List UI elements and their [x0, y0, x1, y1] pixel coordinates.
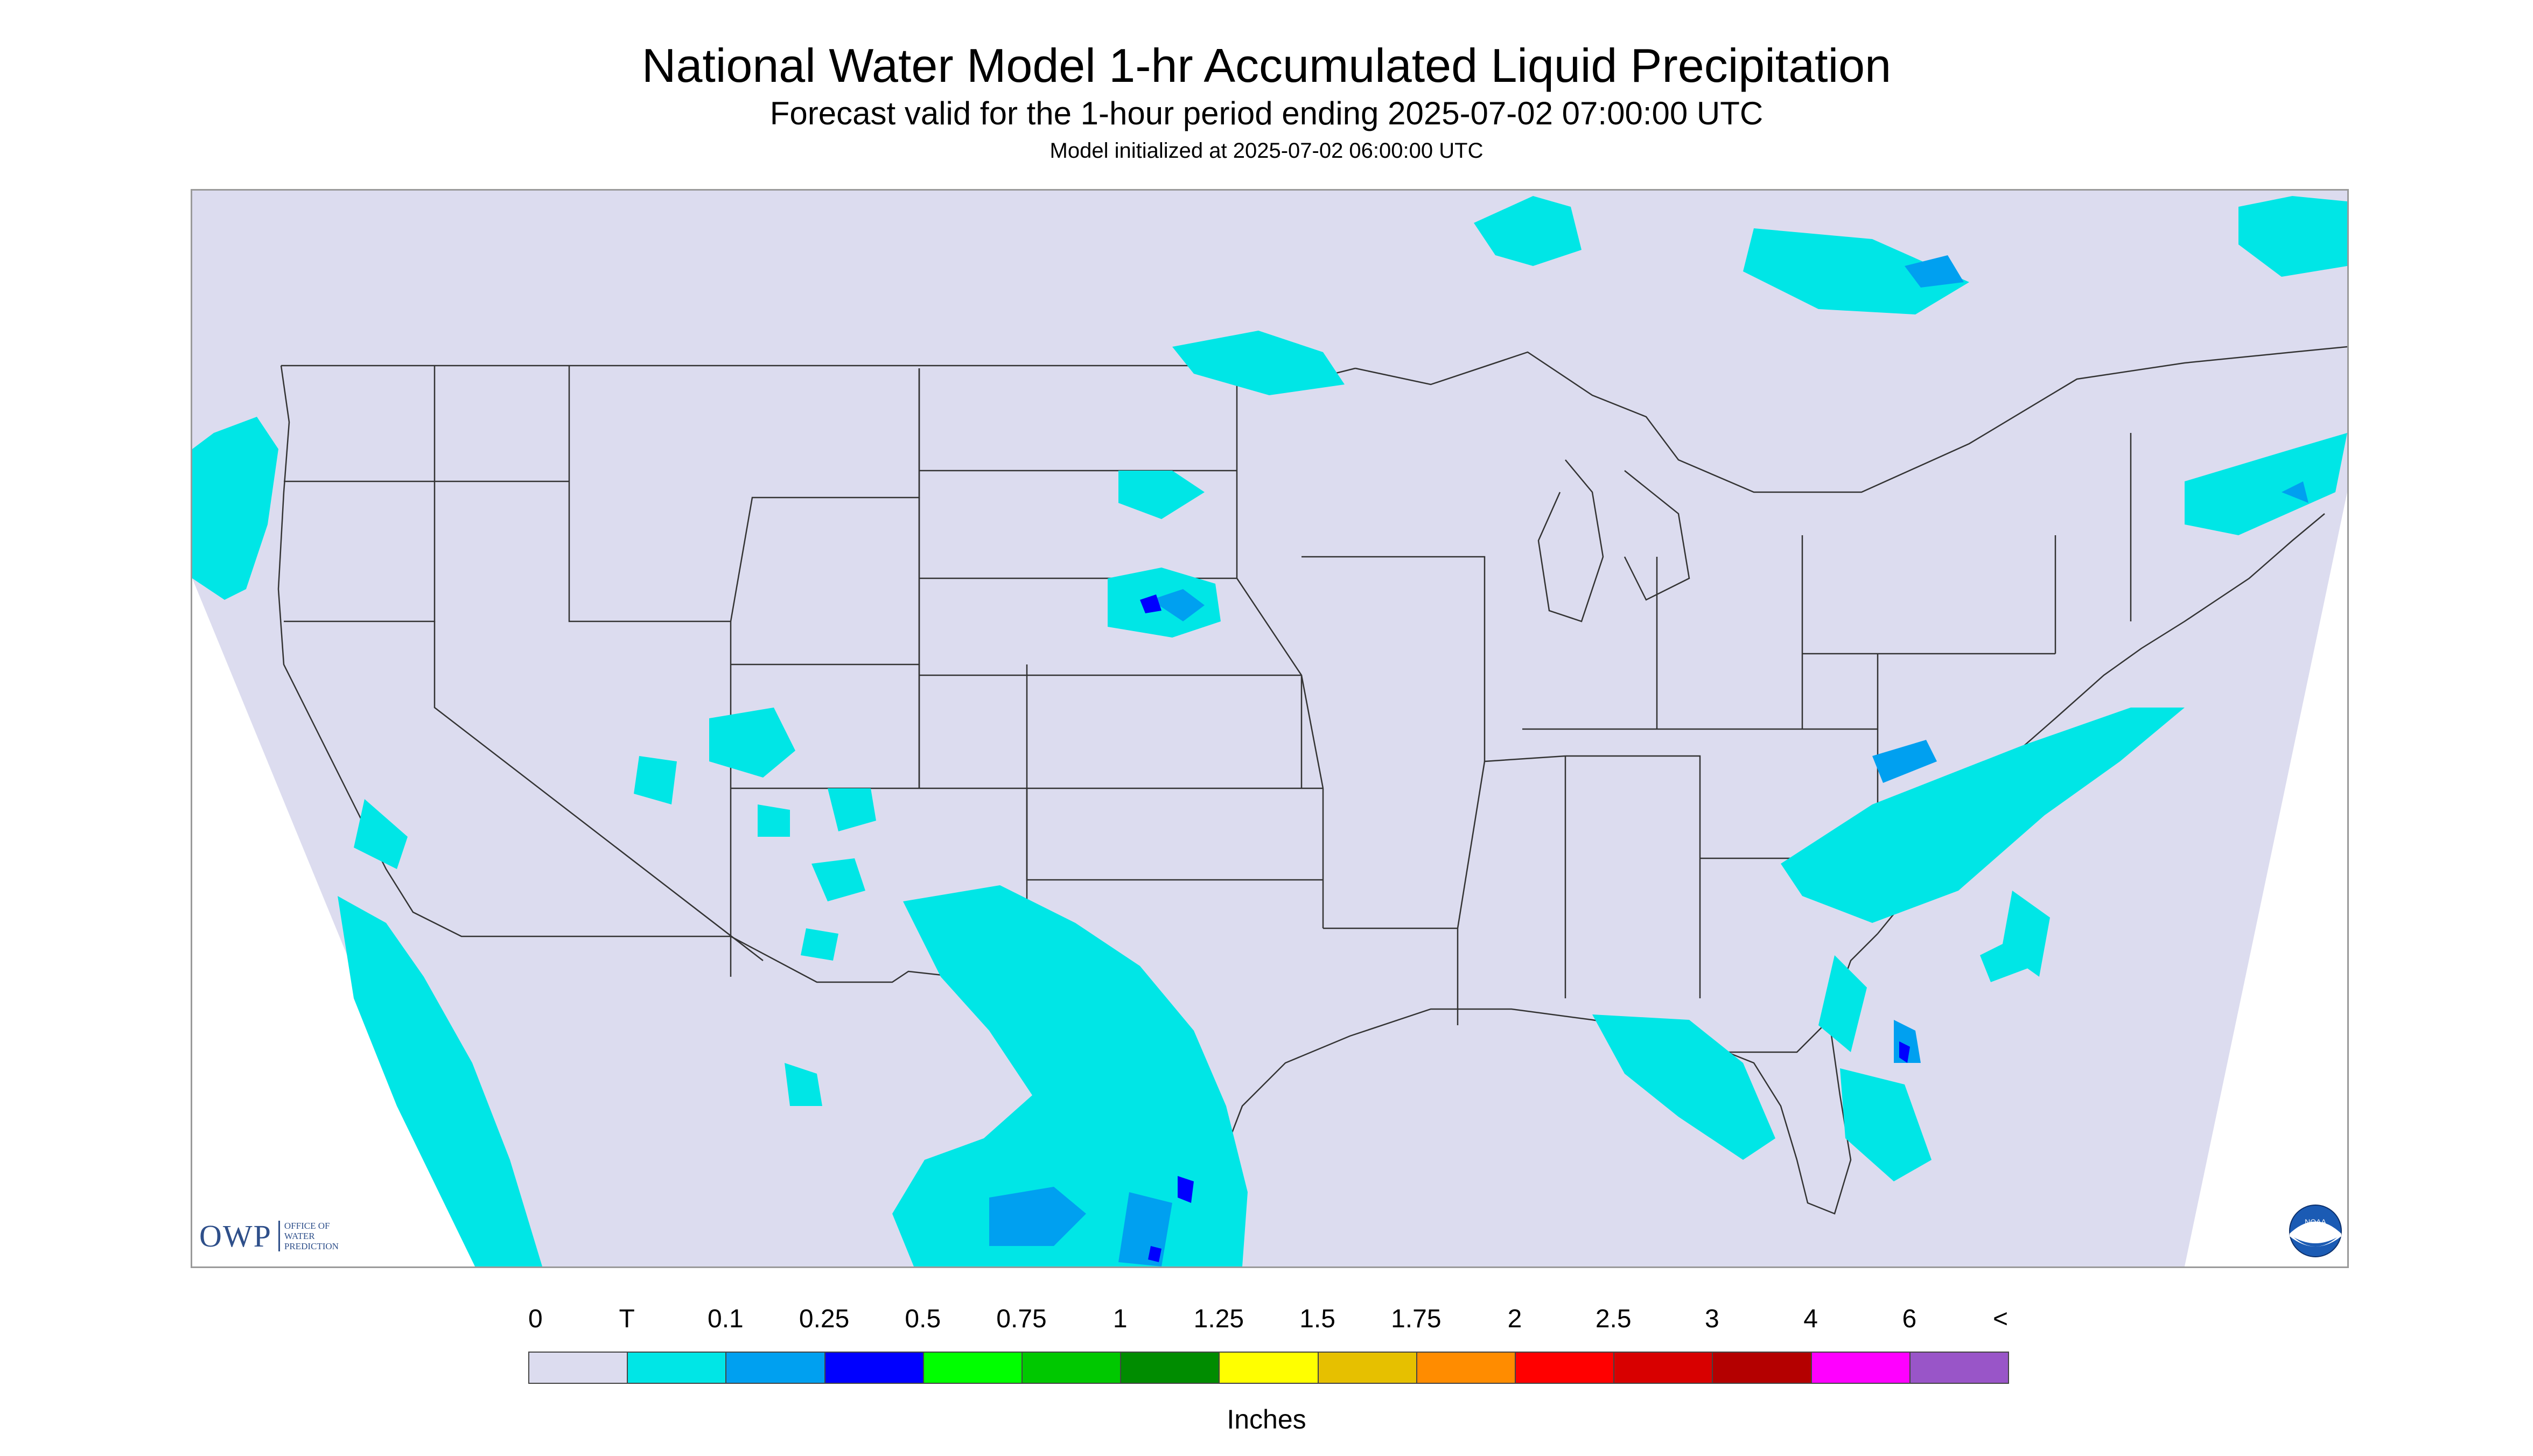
legend-swatch [627, 1352, 727, 1384]
legend-swatch [1613, 1352, 1713, 1384]
legend-swatch [1120, 1352, 1220, 1384]
legend-swatch [1712, 1352, 1812, 1384]
legend-swatch [725, 1352, 825, 1384]
legend-tick-label: 1 [1112, 1305, 1128, 1333]
legend-swatch [528, 1352, 628, 1384]
legend-tick-label: 0.5 [905, 1305, 941, 1333]
legend-swatch [1416, 1352, 1516, 1384]
legend-tick-label: 2 [1507, 1305, 1522, 1333]
model-domain [192, 191, 2347, 1266]
noaa-logo-text: NOAA [2305, 1217, 2326, 1226]
legend-swatch [1909, 1352, 2010, 1384]
legend-units: Inches [1227, 1404, 1306, 1434]
legend-tick-label: 3 [1705, 1305, 1719, 1333]
legend-tick-label: 0 [528, 1305, 543, 1333]
legend-swatch [1317, 1352, 1417, 1384]
legend-swatch [1219, 1352, 1319, 1384]
legend-tick-label: 6 [1902, 1305, 1917, 1333]
legend-swatch [1021, 1352, 1122, 1384]
legend-tick-label: 0.1 [708, 1305, 744, 1333]
legend-tick-label: T [619, 1305, 635, 1333]
precipitation-map[interactable] [191, 189, 2349, 1268]
owp-logo-line-2: WATER [284, 1231, 315, 1241]
precipitation-legend [528, 1352, 2010, 1385]
owp-logo: OWP OFFICE OF WATER PREDICTION [199, 1218, 339, 1254]
owp-logo-mark: OWP [199, 1219, 272, 1254]
noaa-logo: NOAA [2289, 1204, 2342, 1261]
owp-logo-line-1: OFFICE OF [284, 1221, 330, 1231]
legend-tick-label: < [1992, 1305, 2008, 1333]
forecast-valid-subtitle: Forecast valid for the 1-hour period end… [769, 95, 1764, 131]
legend-tick-labels: 0 T 0.1 0.25 0.5 0.75 1 1.25 1.5 1.75 2 2.5 3 4 6 < [528, 1303, 2008, 1335]
legend-tick-label: 0.25 [799, 1305, 850, 1333]
map-title: National Water Model 1-hr Accumulated Li… [641, 39, 1892, 92]
owp-logo-line-3: PREDICTION [284, 1241, 339, 1251]
legend-tick-label: 1.25 [1193, 1305, 1244, 1333]
trace-precip-areas [192, 196, 2347, 1266]
legend-tick-label: 1.75 [1391, 1305, 1442, 1333]
legend-tick-label: 2.5 [1595, 1305, 1632, 1333]
legend-swatch [922, 1352, 1023, 1384]
legend-swatch [1515, 1352, 1615, 1384]
legend-swatch [1810, 1352, 1911, 1384]
legend-tick-label: 0.75 [996, 1305, 1047, 1333]
legend-tick-label: 4 [1803, 1305, 1818, 1333]
legend-swatch [824, 1352, 924, 1384]
light-precip-areas [989, 255, 2308, 1266]
legend-tick-label: 1.5 [1299, 1305, 1335, 1333]
heavy-precip-areas [1140, 594, 1910, 1262]
model-init-text: Model initialized at 2025-07-02 06:00:00… [1049, 139, 1484, 163]
owp-logo-subtitle: OFFICE OF WATER PREDICTION [278, 1221, 339, 1251]
